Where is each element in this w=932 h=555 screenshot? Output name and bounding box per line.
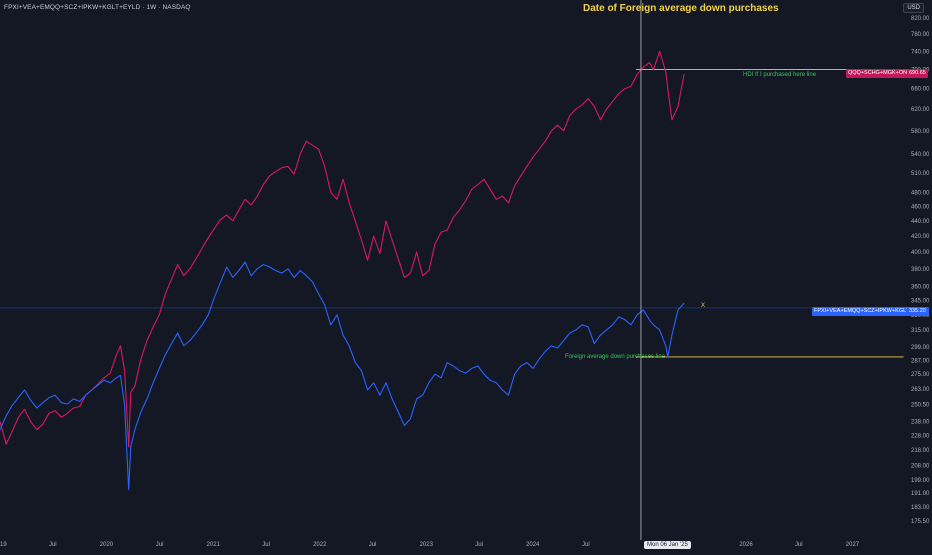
currency-selector[interactable]: USD (903, 3, 924, 13)
series-line[interactable] (0, 50, 685, 448)
x-tick-label: 2024 (526, 542, 540, 548)
y-tick-label: 175.50 (911, 519, 930, 525)
y-tick-label: 360.00 (911, 284, 930, 290)
y-tick-label: 287.00 (911, 358, 930, 364)
y-tick-label: 420.00 (911, 234, 930, 240)
x-tick-label: Jul (262, 542, 270, 548)
fpxi-name-tag: FPXI+VEA+EMQQ+SCZ+IPKW+KGLT+EYLD (812, 307, 929, 316)
fpxi-value-tag: 335.20 (907, 307, 928, 316)
x-tick-label: Jul (49, 542, 57, 548)
y-tick-label: 183.00 (911, 505, 930, 511)
y-tick-label: 299.00 (911, 345, 930, 351)
chart-title: Date of Foreign average down purchases (583, 3, 779, 14)
x-tick-label: 2019 (0, 542, 7, 548)
qqq-name-tag: QQQ+SCHG+MGK+ONEQ (846, 69, 918, 78)
x-tick-label: 2023 (420, 542, 434, 548)
y-tick-label: 238.00 (911, 419, 930, 425)
y-tick-label: 199.00 (911, 478, 930, 484)
crosshair-date-label: Mon 06 Jan '25 (644, 541, 691, 549)
x-tick-label: Jul (369, 542, 377, 548)
y-axis: 175.50 183.00 191.00 199.00 208.00 218.00 228.… (911, 16, 930, 525)
y-tick-label: 440.00 (911, 219, 930, 225)
y-tick-label: 540.00 (911, 152, 930, 158)
y-tick-label: 400.00 (911, 250, 930, 256)
y-tick-label: 275.00 (911, 372, 930, 378)
y-tick-label: 345.00 (911, 298, 930, 304)
y-tick-label: 780.00 (911, 32, 930, 38)
y-tick-label: 191.00 (911, 491, 930, 497)
y-tick-label: 740.00 (911, 49, 930, 55)
x-tick-label: Jul (156, 542, 164, 548)
series-layer (0, 50, 685, 491)
x-axis: 2019 Jul 2020 Jul 2021 Jul 2022 Jul 2023 Jul 2024 J… (0, 542, 860, 548)
upper-line-label: HDI If I purchased here line (743, 72, 817, 78)
series-line[interactable] (0, 261, 685, 491)
lower-line-label: Foreign average down purchases line (565, 354, 666, 360)
x-tick-label: 2022 (313, 542, 327, 548)
y-tick-label: 315.00 (911, 328, 930, 334)
y-tick-label: 218.00 (911, 448, 930, 454)
x-tick-label: Jul (795, 542, 803, 548)
last-point-marker: X (701, 303, 706, 309)
y-tick-label: 250.50 (911, 403, 930, 409)
x-tick-label: 2026 (739, 542, 753, 548)
y-tick-label: 263.00 (911, 387, 930, 393)
y-tick-label: 228.00 (911, 433, 930, 439)
y-tick-label: 480.00 (911, 191, 930, 197)
x-tick-label: Jul (475, 542, 483, 548)
y-tick-label: 620.00 (911, 107, 930, 113)
horizontal-lines (0, 69, 905, 358)
y-tick-label: 580.00 (911, 129, 930, 135)
y-tick-label: 510.00 (911, 171, 930, 177)
y-tick-label: 380.00 (911, 267, 930, 273)
x-tick-label: 2021 (207, 542, 221, 548)
y-tick-label: 208.00 (911, 463, 930, 469)
qqq-value-tag: 690.65 (907, 69, 928, 78)
x-tick-label: 2027 (846, 542, 860, 548)
y-tick-label: 460.00 (911, 204, 930, 210)
x-tick-label: Jul (582, 542, 590, 548)
symbol-title[interactable]: FPXI+VEA+EMQQ+SCZ+IPKW+KGLT+EYLD · 1W · … (4, 4, 191, 11)
x-tick-label: 2020 (100, 542, 114, 548)
y-tick-label: 820.00 (911, 16, 930, 22)
y-tick-label: 660.00 (911, 87, 930, 93)
